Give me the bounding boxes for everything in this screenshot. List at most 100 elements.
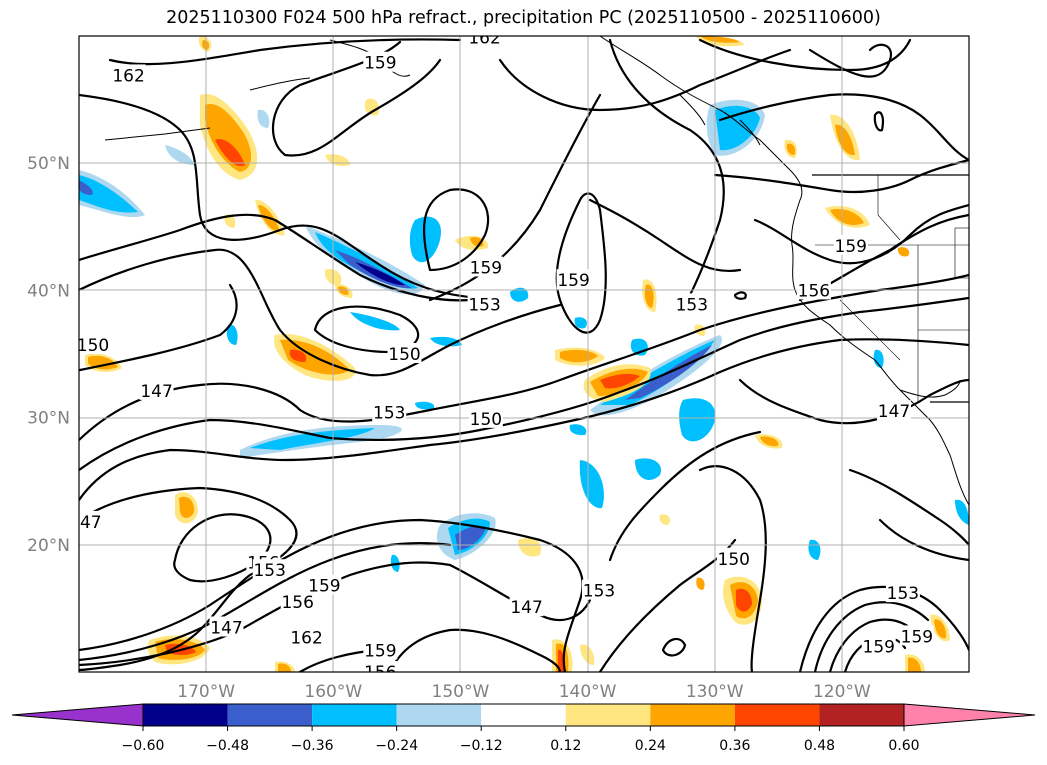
precip-shading xyxy=(79,36,969,672)
contour-line xyxy=(313,305,420,354)
colorbar-tick-label: −0.24 xyxy=(375,738,418,754)
contour-label: 153 xyxy=(676,295,708,315)
contour-label-halo xyxy=(111,64,146,85)
contour-label: 159 xyxy=(557,271,589,291)
contour-line xyxy=(661,637,687,657)
precip-negative-area xyxy=(79,175,138,213)
colorbar-tick-label: −0.48 xyxy=(206,738,249,754)
contour-label-halo xyxy=(674,293,709,314)
contour-label-halo xyxy=(280,591,315,612)
precip-strong-negative-area xyxy=(79,180,93,195)
contour-label: 159 xyxy=(470,259,502,279)
contour-label-halo xyxy=(289,626,324,647)
contour-line xyxy=(79,93,482,300)
colorbar xyxy=(11,703,1036,727)
chart-title: 2025110300 F024 500 hPa refract., precip… xyxy=(166,8,881,28)
contour-line xyxy=(79,338,969,502)
contour-line xyxy=(713,158,969,194)
contour-line xyxy=(718,93,969,162)
contour-line xyxy=(271,40,442,157)
contour-label-halo xyxy=(387,343,422,363)
contour-line xyxy=(738,378,969,425)
precip-positive-area xyxy=(278,663,291,672)
contour-label-halo xyxy=(468,256,503,277)
colorbar-bin xyxy=(143,704,228,726)
contour-label: 153 xyxy=(887,584,919,604)
precip-positive-area xyxy=(760,436,779,447)
contour-label: 150 xyxy=(470,410,502,430)
contour-label-halo xyxy=(467,36,502,47)
contour-line xyxy=(108,38,462,66)
contour-line xyxy=(873,111,884,132)
contour-label: 153 xyxy=(253,561,285,581)
precip-positive-area xyxy=(696,577,705,590)
contour-line xyxy=(79,248,562,377)
precip-negative-area xyxy=(510,287,529,302)
y-tick-label: 20°N xyxy=(27,536,70,556)
precip-strong-positive-area xyxy=(600,373,640,389)
contour-line xyxy=(698,38,912,72)
colorbar-tick-label: 0.48 xyxy=(804,738,835,754)
colorbar-tick-label: −0.12 xyxy=(460,738,503,754)
contour-label-halo xyxy=(468,407,503,428)
precip-positive-area xyxy=(580,644,595,665)
contour-label-halo xyxy=(509,596,544,617)
x-axis-tick-labels: 170°W 160°W 150°W 140°W 130°W 120°W xyxy=(177,682,871,702)
contour-line xyxy=(428,93,602,302)
state-border xyxy=(839,299,901,361)
contour-label: 153 xyxy=(373,404,405,424)
contour-label: 150 xyxy=(77,336,109,356)
contour-label-halo xyxy=(252,559,287,580)
contour-label: 147 xyxy=(878,402,910,422)
precip-negative-area xyxy=(415,401,435,410)
contour-label: 147 xyxy=(140,382,172,402)
contour-line xyxy=(588,198,742,273)
colorbar-tick-label: −0.60 xyxy=(122,738,165,754)
contour-label: 156 xyxy=(798,281,830,301)
y-axis-tick-labels: 50°N 40°N 30°N 20°N xyxy=(27,154,70,556)
colorbar-bin xyxy=(565,704,651,726)
contour-label-halo xyxy=(363,661,398,672)
precip-negative-area xyxy=(873,349,884,368)
precip-positive-area xyxy=(908,657,921,672)
contour-label: 153 xyxy=(583,582,615,602)
precip-positive-area xyxy=(700,36,740,43)
contour-label: 159 xyxy=(308,577,340,597)
colorbar-bin xyxy=(819,704,904,726)
state-border xyxy=(954,228,969,279)
map-frame xyxy=(78,35,970,673)
precip-negative-area xyxy=(574,317,587,329)
y-tick-label: 30°N xyxy=(27,409,70,429)
contour-label-halo xyxy=(307,574,342,595)
precip-positive-area xyxy=(786,143,796,155)
contour-line xyxy=(422,188,490,272)
state-border xyxy=(877,175,901,241)
x-tick-label: 130°W xyxy=(686,682,744,702)
contour-line xyxy=(828,618,917,672)
coastline xyxy=(249,77,311,91)
colorbar-frame xyxy=(142,703,905,727)
colorbar-bin xyxy=(734,704,820,726)
precip-negative-area xyxy=(569,424,587,436)
contour-label: 150 xyxy=(388,345,420,365)
precip-strong-positive-area xyxy=(736,588,752,612)
coastline xyxy=(899,379,961,398)
precip-negative-area xyxy=(257,109,270,128)
x-tick-label: 140°W xyxy=(559,682,617,702)
contour-line xyxy=(608,430,762,562)
precip-positive-area xyxy=(897,247,910,257)
contour-label: 162 xyxy=(468,28,500,48)
colorbar-bin xyxy=(396,704,482,726)
contour-label: 159 xyxy=(364,54,396,74)
colorbar-tick-label: 0.24 xyxy=(635,738,666,754)
contour-line xyxy=(733,291,747,300)
contour-label-halo xyxy=(876,400,911,421)
precip-negative-area xyxy=(350,312,400,331)
colorbar-tick-label: 0.12 xyxy=(550,738,581,754)
precip-positive-area xyxy=(659,514,671,525)
precip-negative-area xyxy=(635,458,661,480)
refractivity-contours xyxy=(79,38,969,672)
